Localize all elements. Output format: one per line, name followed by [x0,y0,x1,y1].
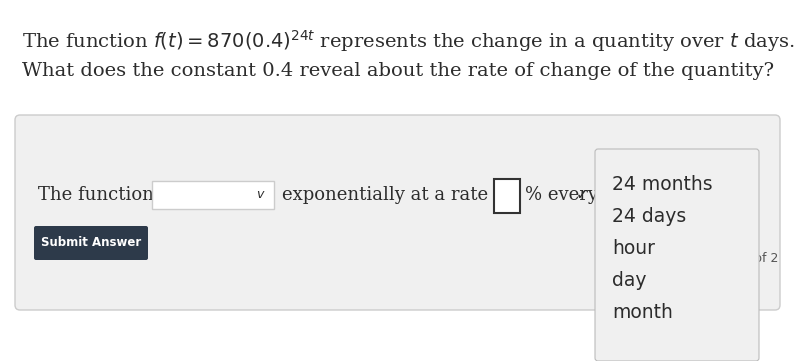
Text: The function is: The function is [38,186,174,204]
Text: day: day [612,271,646,291]
Bar [494,179,520,213]
Text: What does the constant 0.4 reveal about the rate of change of the quantity?: What does the constant 0.4 reveal about … [22,62,774,80]
FancyBboxPatch shape [34,226,148,260]
FancyBboxPatch shape [15,115,780,310]
Text: hour: hour [612,239,655,258]
Text: month: month [612,304,673,322]
Text: The function $f(t) = 870(0.4)^{24t}$ represents the change in a quantity over $t: The function $f(t) = 870(0.4)^{24t}$ rep… [22,28,794,54]
FancyBboxPatch shape [595,149,759,361]
Text: v: v [256,188,264,201]
Bar [152,181,274,209]
Text: out of 2: out of 2 [730,252,778,265]
Text: exponentially at a rate of: exponentially at a rate of [282,186,511,204]
Text: 24 days: 24 days [612,208,686,226]
Text: ✓: ✓ [576,187,588,203]
Text: 24 months: 24 months [612,175,713,195]
Text: % every: % every [525,186,598,204]
Text: Submit Answer: Submit Answer [41,236,141,249]
